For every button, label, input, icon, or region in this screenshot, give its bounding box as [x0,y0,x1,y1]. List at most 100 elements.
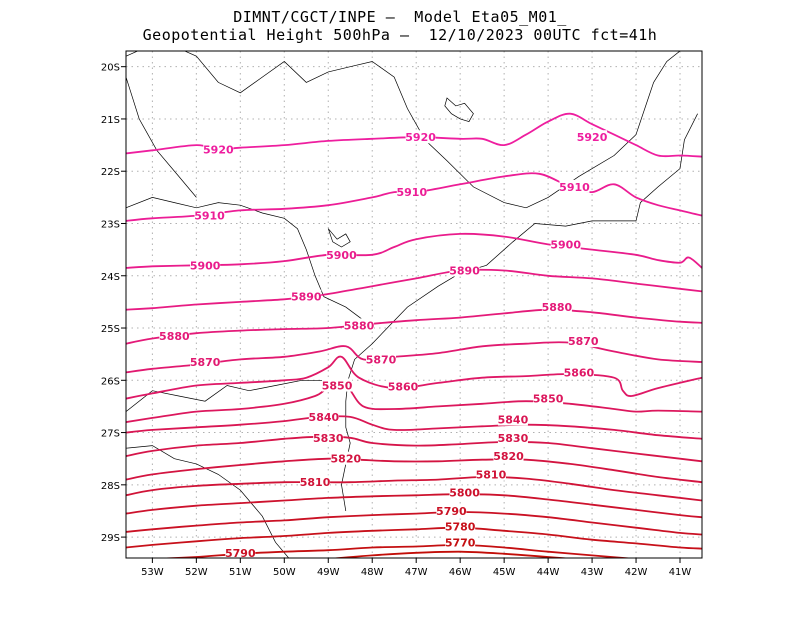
chart-title-line1: DIMNT/CGCT/INPE – Model Eta05_M01_ [233,8,567,26]
contour-label-5870: 5870 [366,353,397,366]
contour-label-bg [559,179,590,193]
contour-label-bg [493,449,524,463]
lon-tick-label: 50W [273,567,296,578]
contour-label-layer: 5920 5920 5920 5910 5910 5910 5900 5900 5900 5890… [159,130,608,560]
contour-label-bg [308,409,339,423]
axis-ticks: 53W 52W 51W 50W 49W 48W 47W 46W 45W 44W 43W 42W 41W 2… [101,63,692,578]
contour-label-5900: 5900 [190,259,221,272]
contour-label-bg [322,378,353,392]
contour-label-bg [396,185,427,199]
contour-label-bg [326,247,357,261]
sc-border [126,379,346,412]
contour-label-5790: 5790 [225,547,256,560]
mg-border [126,51,527,209]
contour-5890 [126,268,702,311]
contour-label-5920: 5920 [405,131,436,144]
contour-label-5920: 5920 [203,143,234,156]
contour-label-5860: 5860 [388,381,419,394]
contour-label-5880: 5880 [542,301,573,314]
contour-label-5860: 5860 [564,366,595,379]
contour-label-bg [194,208,225,222]
contour-label-5910: 5910 [194,210,225,223]
contour-layer [126,112,702,558]
lat-tick-label: 27S [101,429,120,440]
contour-label-bg [366,352,397,366]
contour-5760 [329,550,572,558]
lat-tick-label: 29S [101,533,120,544]
contour-label-bg [475,467,506,481]
lon-tick-label: 48W [361,567,384,578]
lat-tick-label: 20S [101,63,120,74]
contour-label-5820: 5820 [493,450,524,463]
contour-label-5850: 5850 [322,380,353,393]
lon-tick-label: 49W [317,567,340,578]
contour-label-bg [445,519,476,533]
contour-label-5910: 5910 [559,181,590,194]
contour-label-bg [449,263,480,277]
contour-label-5920: 5920 [577,131,608,144]
contour-label-bg [300,475,331,489]
contour-label-5880: 5880 [159,330,190,343]
lon-tick-label: 43W [581,567,604,578]
west-border [126,76,197,198]
contour-5900 [126,232,702,269]
contour-label-bg [533,391,564,405]
contour-label-bg [203,142,234,156]
contour-label-bg [577,130,608,144]
contour-5840 [126,415,702,440]
parana-border [126,197,364,321]
contour-label-5770: 5770 [445,536,476,549]
contour-label-bg [497,430,528,444]
contour-5770 [154,543,635,558]
contour-label-5870: 5870 [190,356,221,369]
contour-label-bg [405,130,436,144]
contour-label-5780: 5780 [445,521,476,534]
contour-label-5840: 5840 [498,413,529,426]
lon-tick-label: 42W [625,567,648,578]
contour-label-5830: 5830 [498,432,529,445]
lat-tick-label: 22S [101,167,120,178]
contour-label-bg [190,354,221,368]
contour-label-5900: 5900 [550,238,581,251]
lat-tick-label: 26S [101,376,120,387]
contour-5800 [126,493,702,519]
rj-mg-border [525,51,681,209]
contour-5850 [126,383,702,423]
contour-label-bg [541,300,572,314]
contour-label-bg [225,545,256,559]
contour-label-5890: 5890 [291,291,322,304]
contour-5880 [126,308,702,345]
lon-tick-label: 44W [537,567,560,578]
contour-label-bg [190,258,221,272]
lon-tick-label: 45W [493,567,516,578]
contour-label-bg [449,485,480,499]
contour-label-5800: 5800 [449,487,480,500]
contour-label-5890: 5890 [449,265,480,278]
lon-tick-label: 53W [141,567,164,578]
contour-label-bg [445,535,476,549]
lat-tick-label: 21S [101,115,120,126]
contour-label-5830: 5830 [313,432,344,445]
contour-label-5850: 5850 [533,393,564,406]
contour-label-bg [563,365,594,379]
contour-label-5810: 5810 [300,476,331,489]
contour-label-bg [330,451,361,465]
contour-label-bg [497,412,528,426]
lat-tick-label: 28S [101,481,120,492]
contour-label-bg [550,237,581,251]
graticule-grid [126,51,702,558]
contour-label-5870: 5870 [568,335,599,348]
contour-label-5880: 5880 [344,319,375,332]
contour-label-5910: 5910 [396,186,427,199]
lon-tick-label: 47W [405,567,428,578]
contour-5910 [126,172,702,222]
contour-label-5810: 5810 [476,468,507,481]
contour-label-5900: 5900 [326,249,357,262]
contour-label-5840: 5840 [309,411,340,424]
contour-5780 [126,526,702,550]
contour-label-bg [436,503,467,517]
lon-tick-label: 51W [229,567,252,578]
contour-5810 [126,476,702,502]
lat-tick-label: 25S [101,324,120,335]
